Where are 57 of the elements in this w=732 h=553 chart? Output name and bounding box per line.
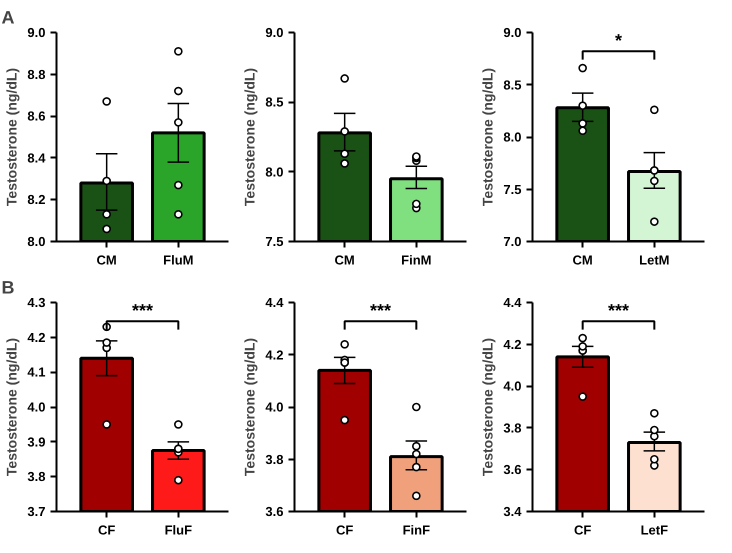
y-tick-label: 8.0 [27, 234, 46, 249]
y-tick-label: 4.2 [503, 336, 522, 352]
y-tick-label: 4.4 [265, 295, 284, 310]
x-tick-label: FluF [164, 522, 192, 538]
y-tick-label: 9.0 [27, 25, 46, 40]
x-tick-label: CF [574, 522, 592, 538]
y-tick-label: 9.0 [503, 25, 522, 40]
y-axis-title: Testosterone (ng/dL) [3, 338, 20, 476]
y-axis-title: Testosterone (ng/dL) [241, 68, 258, 206]
y-axis-title: Testosterone (ng/dL) [241, 338, 258, 476]
y-tick-label: 3.8 [265, 452, 284, 467]
y-tick-label: 4.2 [27, 330, 46, 345]
y-axis-title: Testosterone (ng/dL) [479, 338, 496, 476]
y-tick-label: 3.6 [265, 504, 284, 519]
y-tick-label: 3.9 [27, 434, 46, 450]
x-tick-label: CF [98, 522, 116, 538]
y-tick-label: 8.0 [265, 164, 284, 180]
y-tick-label: 8.5 [503, 77, 522, 92]
y-tick-label: 3.6 [503, 462, 522, 478]
y-tick-label: 4.0 [27, 400, 46, 414]
y-tick-label: 8.4 [27, 150, 46, 166]
y-tick-label: 7.0 [503, 234, 522, 249]
y-tick-label: 3.4 [503, 504, 522, 519]
x-tick-label: CM [572, 252, 593, 268]
y-tick-label: 4.4 [503, 295, 522, 310]
y-axis-title: Testosterone (ng/dL) [3, 68, 20, 206]
x-tick-label: CM [96, 252, 117, 268]
y-tick-label: 8.8 [27, 66, 46, 82]
y-tick-label: 4.1 [27, 364, 46, 380]
chart-title: A [2, 8, 14, 28]
y-tick-label: 4.0 [503, 378, 522, 394]
y-tick-label: 4.2 [265, 347, 284, 362]
x-tick-label: FinM [401, 252, 432, 268]
x-tick-label: FinF [402, 522, 430, 538]
x-tick-label: CF [336, 522, 354, 538]
y-axis-title: Testosterone (ng/dL) [479, 68, 496, 206]
y-tick-label: 3.8 [503, 420, 522, 436]
y-tick-label: 7.5 [265, 234, 284, 249]
y-tick-label: 7.5 [503, 182, 522, 197]
annotation: *** [370, 300, 392, 320]
y-tick-label: 8.6 [27, 108, 46, 124]
annotation: *** [132, 300, 154, 320]
x-tick-label: LetF [640, 522, 668, 538]
y-tick-label: 3.8 [27, 469, 46, 484]
y-tick-label: 8.2 [27, 192, 46, 208]
y-tick-label: 9.0 [265, 25, 284, 40]
y-tick-label: 4.3 [27, 295, 46, 310]
annotation: *** [608, 300, 630, 320]
x-tick-label: LetM [639, 252, 670, 268]
annotation: * [615, 30, 622, 50]
x-tick-label: FluM [163, 252, 194, 268]
y-tick-label: 8.5 [265, 94, 284, 110]
chart-title: B [2, 278, 14, 298]
y-tick-label: 8.0 [503, 130, 522, 144]
y-tick-label: 4.0 [265, 400, 284, 414]
y-tick-label: 3.7 [27, 504, 46, 519]
x-tick-label: CM [334, 252, 355, 268]
